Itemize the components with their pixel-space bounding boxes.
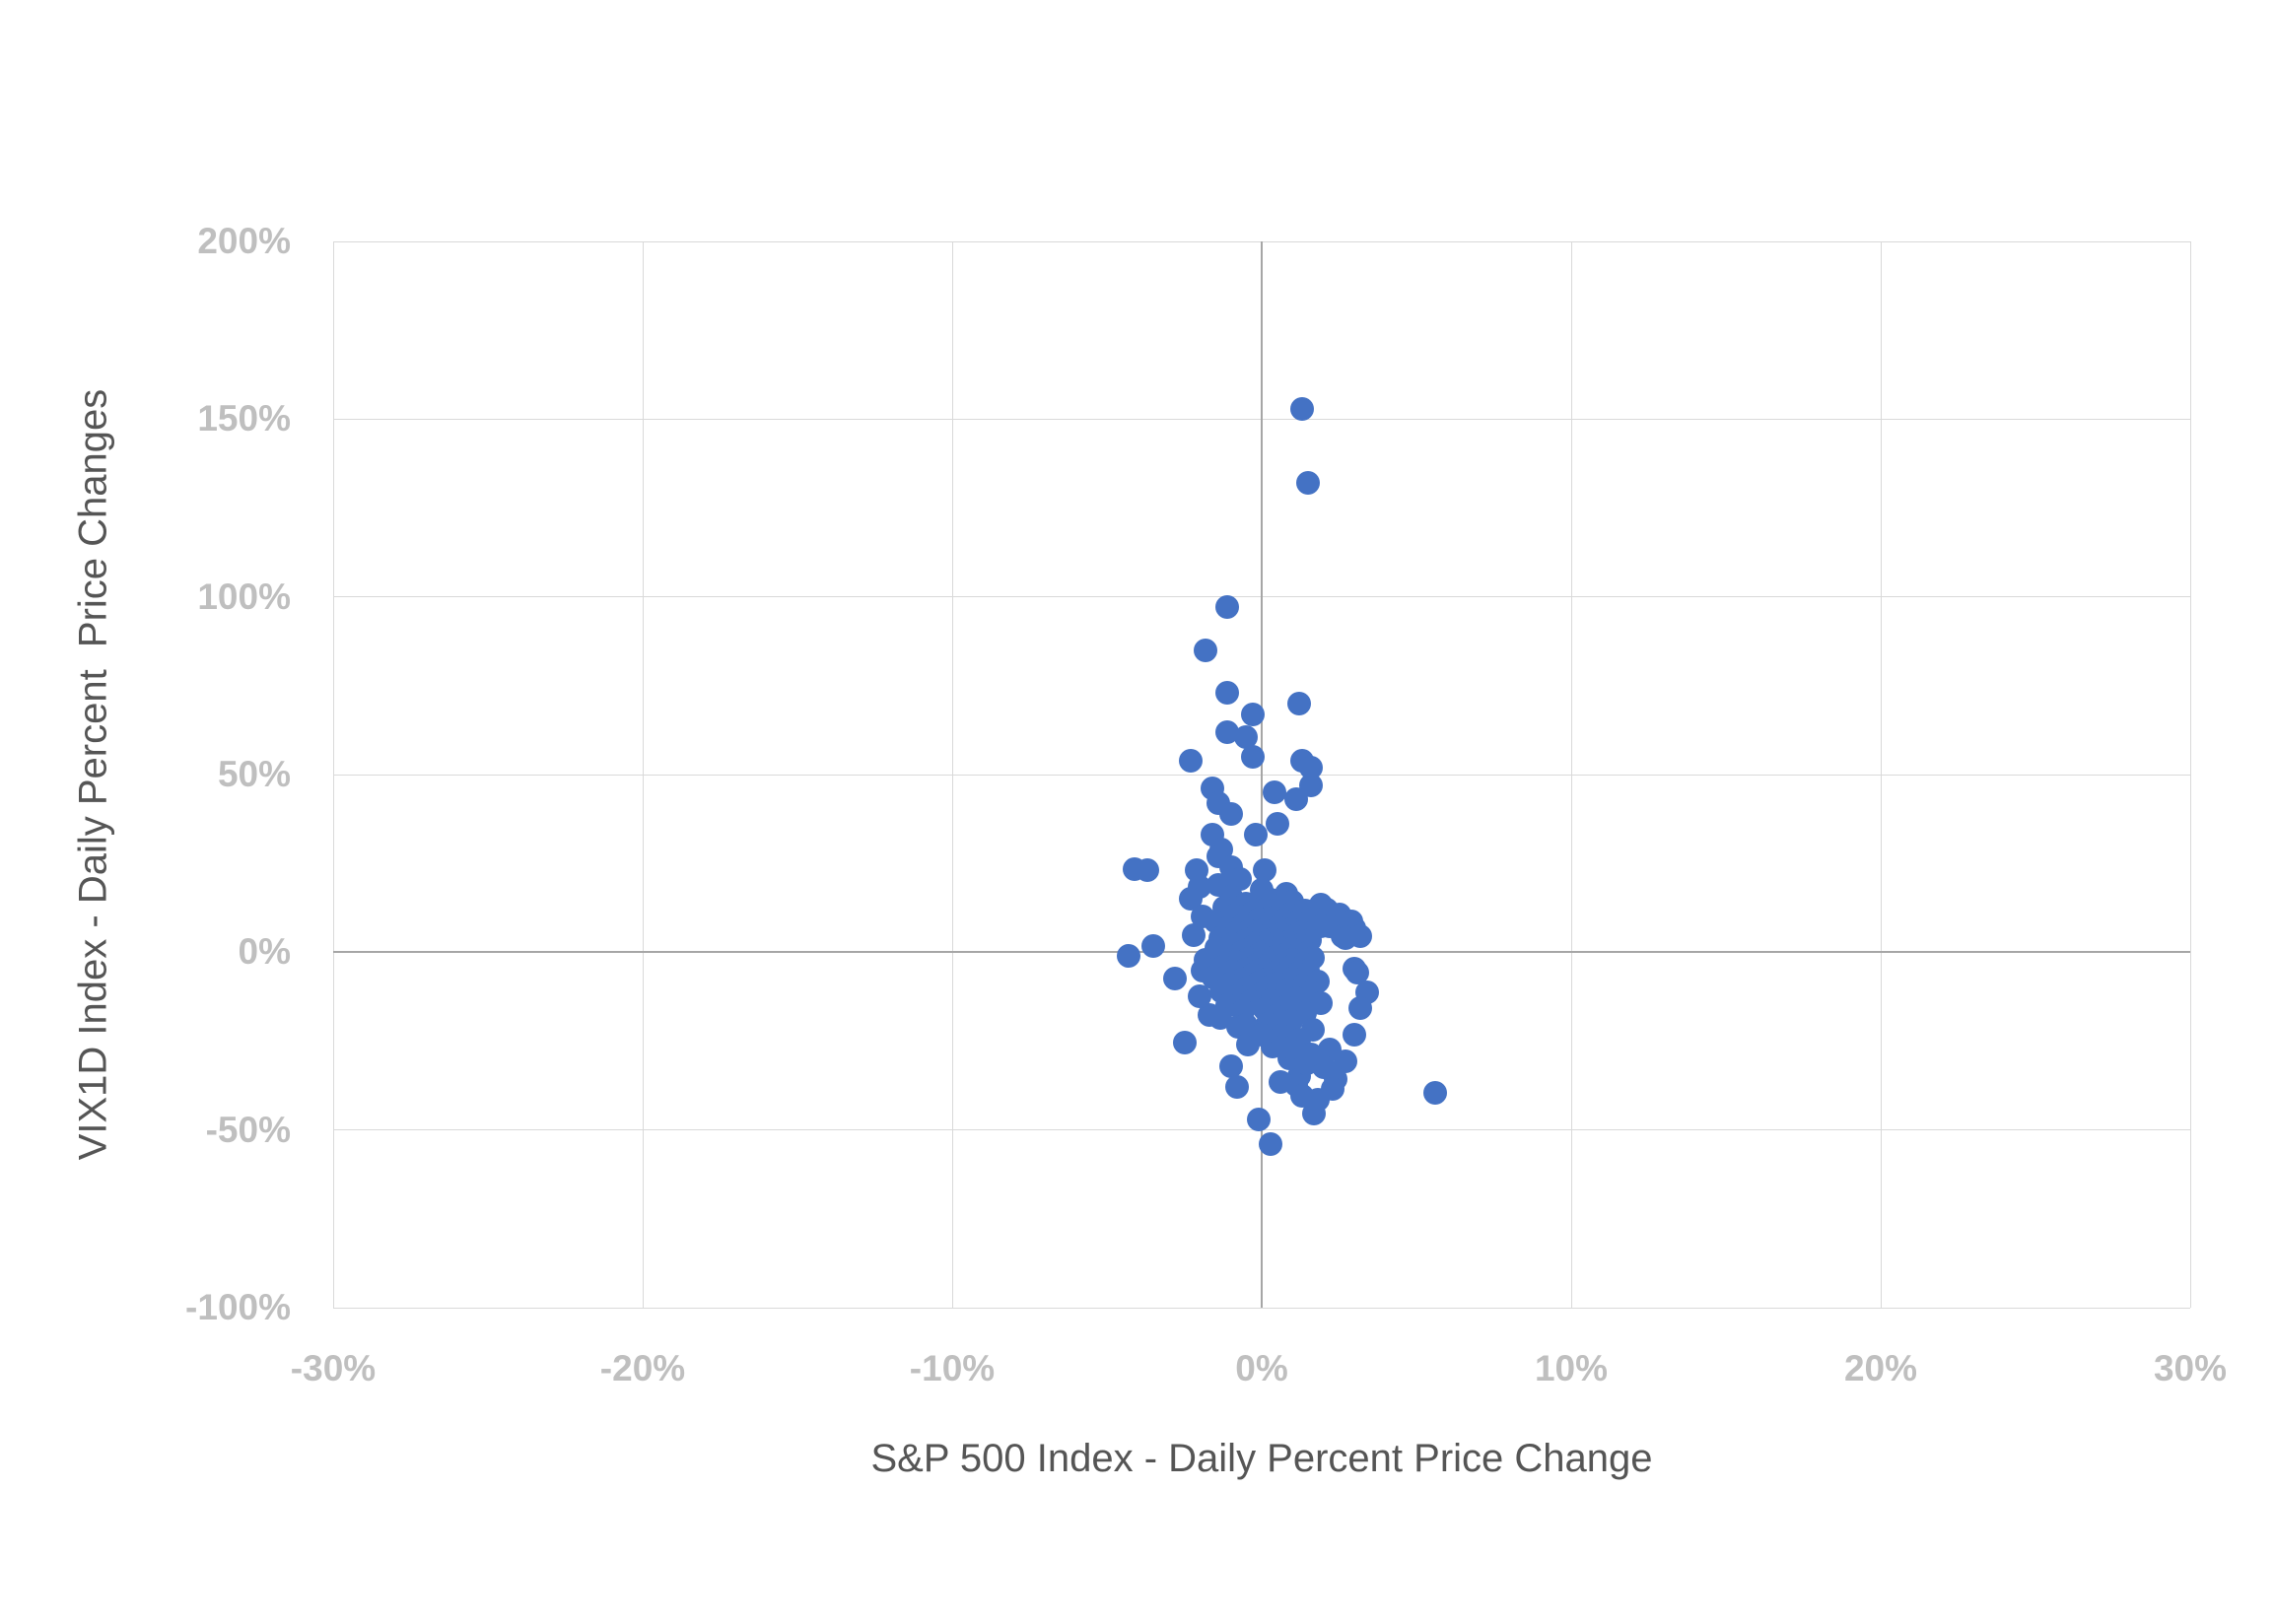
data-point [1215,595,1240,620]
plot-area [332,240,2191,1309]
data-point [1265,812,1289,837]
y-tick-label: 0% [238,931,291,973]
data-point [1240,702,1265,726]
x-axis-title: S&P 500 Index - Daily Percent Price Chan… [870,1437,1653,1480]
data-point [1268,1069,1292,1094]
data-point [1283,787,1308,812]
data-point [1262,780,1286,805]
data-point [1345,960,1370,984]
data-point [1333,926,1357,951]
y-gridline [333,1307,2190,1309]
data-point [1422,1080,1447,1105]
data-point [1194,638,1218,662]
data-point [1215,681,1240,706]
data-point [1348,996,1373,1021]
data-point [1218,1053,1243,1078]
data-point [1218,801,1243,826]
data-point [1188,983,1212,1008]
data-point [1224,1075,1249,1100]
y-tick-label: 100% [197,575,291,617]
y-tick-label: -50% [205,1109,291,1150]
x-tick-label: 0% [1235,1348,1288,1388]
data-point [1305,1088,1330,1113]
data-point [1299,1043,1324,1067]
data-point [1240,744,1265,769]
x-tick-label: -20% [599,1348,686,1388]
data-point [1246,1107,1271,1131]
y-tick-label: 150% [197,398,291,440]
data-point [1178,748,1203,773]
data-point [1172,1031,1197,1055]
data-point [1289,396,1314,421]
x-gridline [2189,241,2191,1308]
y-tick-label: 50% [217,754,291,794]
x-tick-label: -30% [290,1348,377,1388]
data-point [1243,823,1268,847]
x-tick-label: 10% [1534,1348,1609,1388]
x-tick-label: -10% [909,1348,996,1388]
data-point [1286,691,1311,715]
data-point [1259,1132,1283,1157]
y-tick-label: 200% [197,221,291,261]
y-tick-label: -100% [185,1287,291,1327]
data-point [1296,471,1321,496]
data-point [1278,1036,1303,1060]
data-point [1250,1023,1274,1048]
x-zero-axis-line [1261,241,1263,1308]
x-tick-label: 30% [2153,1348,2228,1388]
data-point [1135,858,1159,883]
data-point [1163,967,1188,991]
x-tick-label: 20% [1843,1348,1918,1388]
data-point [1141,934,1166,959]
data-point [1116,943,1140,968]
data-point [1343,1023,1367,1048]
